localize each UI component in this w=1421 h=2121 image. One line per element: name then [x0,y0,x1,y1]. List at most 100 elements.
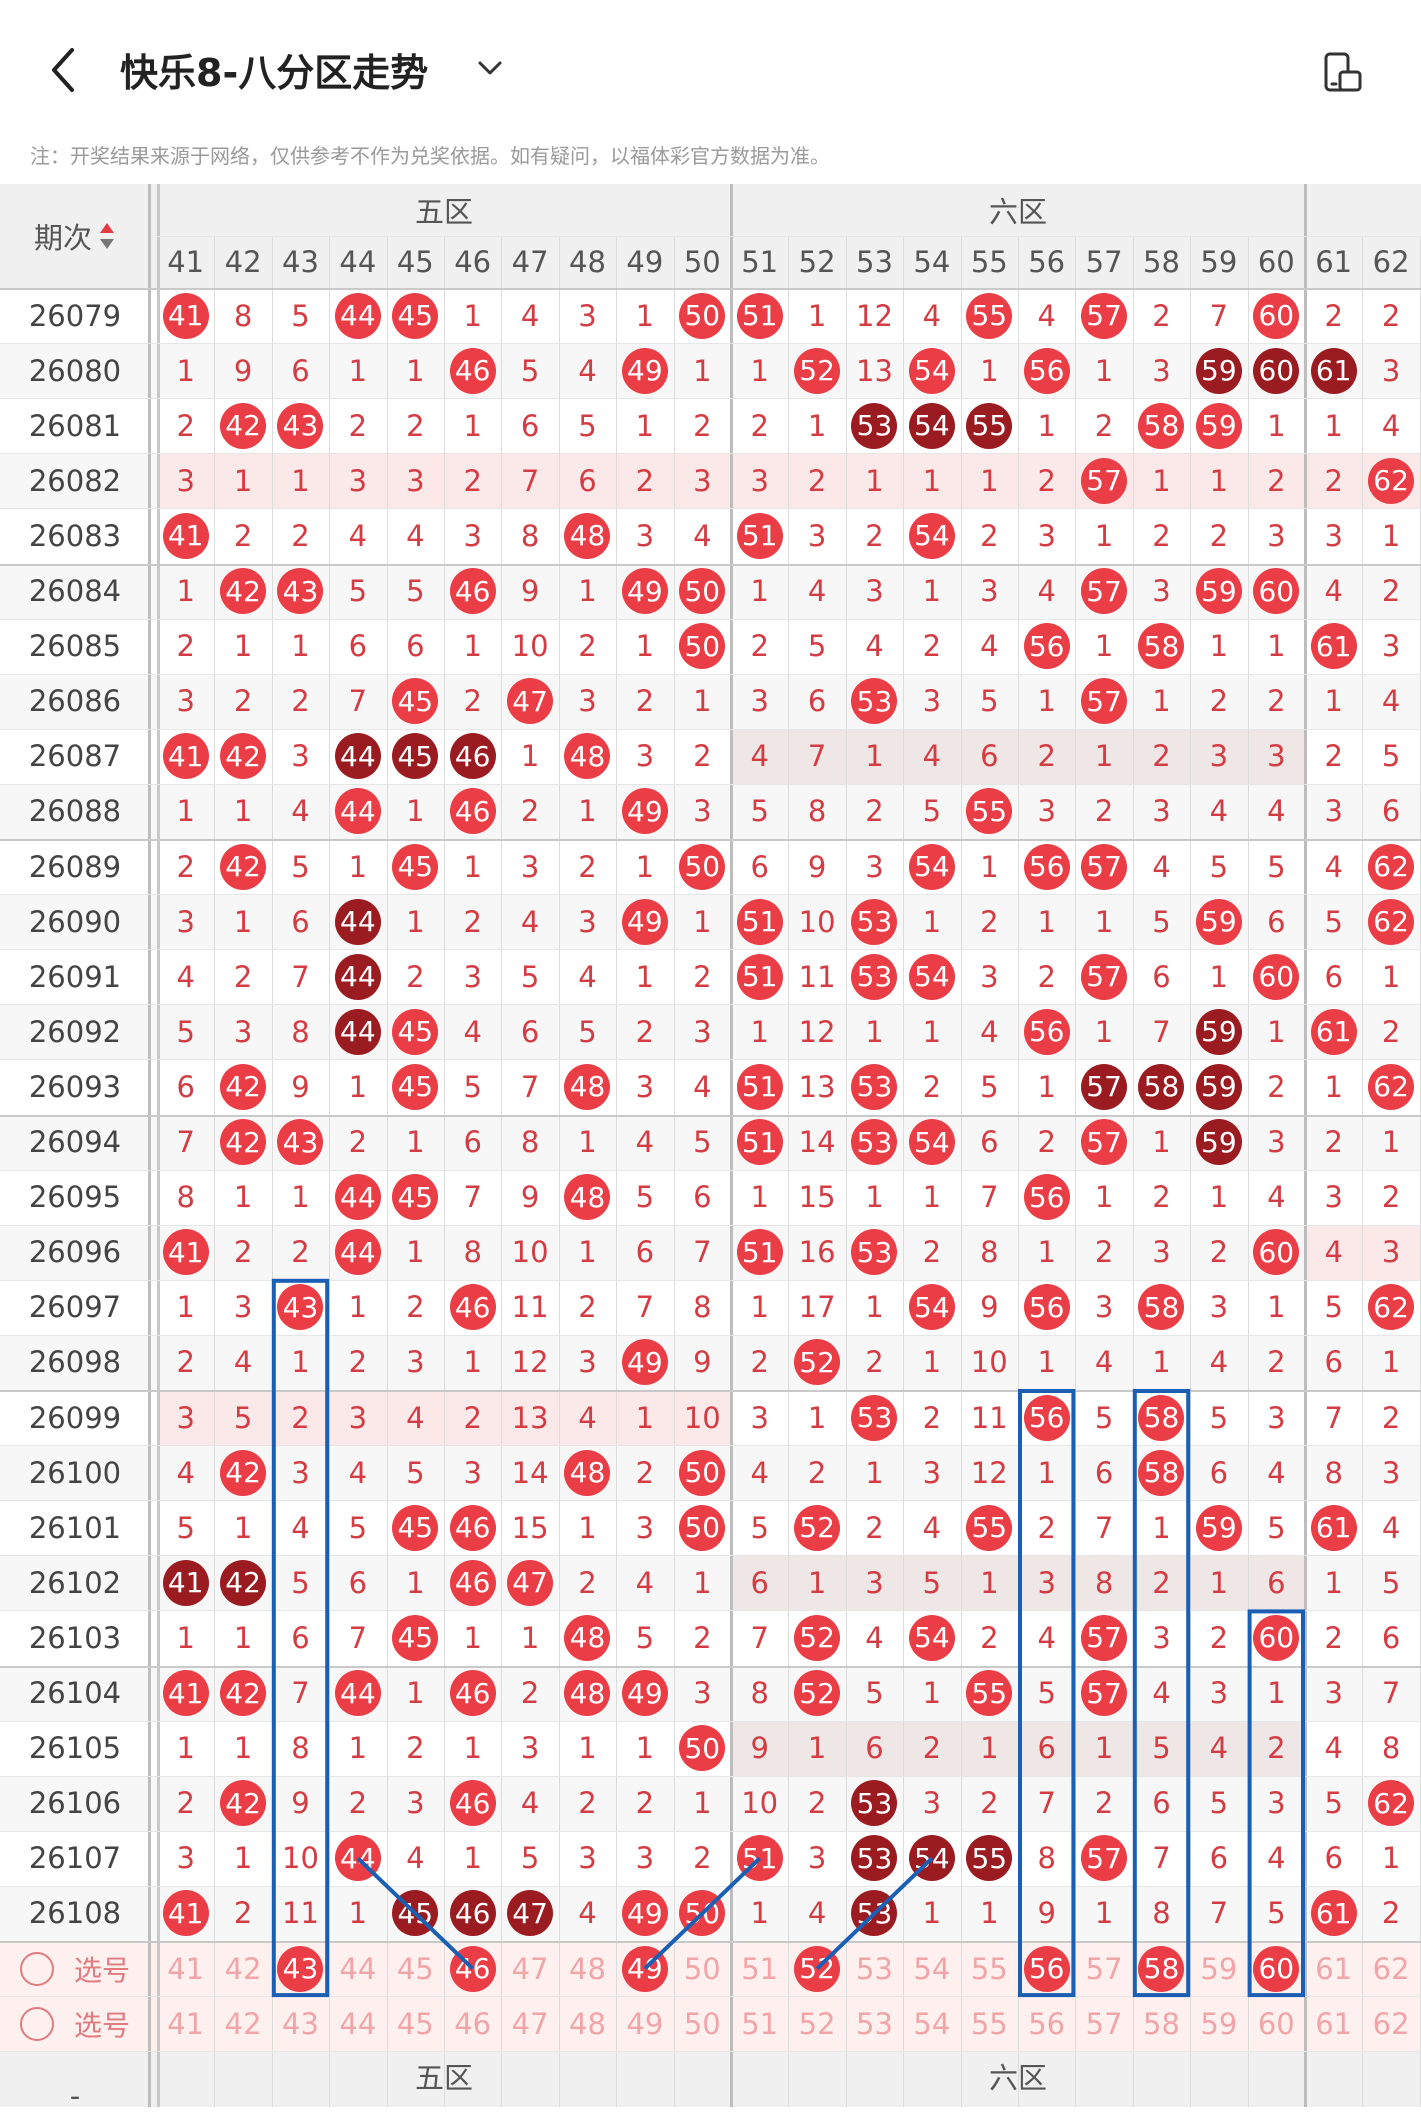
select-number[interactable]: 55 [961,1996,1018,2051]
miss-count: 1 [348,353,368,388]
selected-number-ball[interactable]: 60 [1253,1945,1300,1992]
miss-count: 1 [807,298,827,333]
select-number[interactable]: 48 [559,1996,616,2051]
miss-count: 1 [233,629,253,664]
select-number[interactable]: 54 [903,1941,960,1996]
select-number-label: 41 [167,1951,205,1986]
select-number[interactable]: 60 [1248,1941,1305,1996]
number-cell: 3 [731,453,788,508]
select-number[interactable]: 44 [329,1941,386,1996]
select-number[interactable]: 54 [903,1996,960,2051]
select-number[interactable]: 61 [1305,1941,1362,1996]
select-number[interactable]: 55 [961,1941,1018,1996]
column-divider [960,236,962,2107]
number-cell: 6 [1133,949,1190,1004]
number-cell: 14 [788,1115,845,1170]
miss-count: 2 [233,1896,253,1931]
number-cell: 1 [1075,1721,1132,1776]
select-number[interactable]: 50 [674,1941,731,1996]
select-number[interactable]: 41 [157,1996,214,2051]
select-row-toggle[interactable]: 选号 [0,1996,150,2051]
number-cell: 57 [1075,839,1132,894]
number-cell: 2 [329,398,386,453]
miss-count: 2 [520,1676,540,1711]
select-number[interactable]: 59 [1190,1941,1247,1996]
layout-toggle-button[interactable] [1318,48,1368,98]
miss-count: 3 [520,849,540,884]
select-number[interactable]: 58 [1133,1941,1190,1996]
number-cell: 5 [1248,839,1305,894]
selected-number-ball[interactable]: 49 [621,1945,668,1992]
select-number[interactable]: 62 [1362,1996,1419,2051]
title-dropdown-button[interactable] [470,48,510,88]
select-number[interactable]: 62 [1362,1941,1419,1996]
miss-count: 17 [798,1290,836,1325]
number-cell: 55 [961,1500,1018,1555]
select-number[interactable]: 41 [157,1941,214,1996]
hit-ball: 61 [1310,1504,1357,1551]
select-number[interactable]: 60 [1248,1996,1305,2051]
selected-number-ball[interactable]: 58 [1138,1945,1185,1992]
select-number[interactable]: 43 [272,1996,329,2051]
number-cell: 6 [1018,1721,1075,1776]
selected-number-ball[interactable]: 52 [794,1945,841,1992]
radio-icon[interactable] [19,2006,54,2041]
number-cell: 52 [788,1500,845,1555]
select-number[interactable]: 46 [444,1996,501,2051]
select-number[interactable]: 49 [616,1941,673,1996]
selected-number-ball[interactable]: 46 [449,1945,496,1992]
bottom-zone-header: 六区 [988,2061,1047,2096]
select-number[interactable]: 57 [1075,1941,1132,1996]
select-number-label: 41 [167,2006,205,2041]
select-number[interactable]: 42 [214,1941,271,1996]
select-number[interactable]: 43 [272,1941,329,1996]
period-sort-header[interactable]: 期次 [0,184,150,288]
select-number[interactable]: 57 [1075,1996,1132,2051]
miss-count: 4 [406,1400,425,1435]
select-number[interactable]: 52 [788,1941,845,1996]
select-number[interactable]: 59 [1190,1996,1247,2051]
select-row-toggle[interactable]: 选号 [0,1941,150,1996]
select-number[interactable]: 52 [788,1996,845,2051]
select-number[interactable]: 56 [1018,1941,1075,1996]
selected-number-ball[interactable]: 56 [1023,1945,1070,1992]
select-number[interactable]: 48 [559,1941,616,1996]
select-number[interactable]: 46 [444,1941,501,1996]
miss-count: 2 [176,1786,195,1821]
select-number[interactable]: 49 [616,1996,673,2051]
select-number[interactable]: 45 [387,1996,444,2051]
miss-count: 1 [807,1565,827,1600]
radio-icon[interactable] [19,1951,54,1986]
select-number[interactable]: 56 [1018,1996,1075,2051]
number-cell: 50 [674,564,731,619]
select-number[interactable]: 58 [1133,1996,1190,2051]
select-number[interactable]: 61 [1305,1996,1362,2051]
hit-ball: 53 [851,898,898,945]
number-cell: 5 [329,1500,386,1555]
number-cell: 1 [616,839,673,894]
select-number[interactable]: 47 [501,1941,558,1996]
number-cell: 3 [616,1059,673,1114]
number-cell: 50 [674,1886,731,1941]
select-number[interactable]: 47 [501,1996,558,2051]
select-number[interactable]: 44 [329,1996,386,2051]
select-number[interactable]: 51 [731,1996,788,2051]
miss-count: 3 [1267,1786,1286,1821]
miss-count: 2 [693,1620,712,1655]
select-number[interactable]: 42 [214,1996,271,2051]
miss-count: 5 [922,1565,942,1600]
back-button[interactable] [40,40,90,100]
select-number[interactable]: 51 [731,1941,788,1996]
number-cell: 47 [501,1886,558,1941]
select-number[interactable]: 53 [846,1996,903,2051]
select-number[interactable]: 50 [674,1996,731,2051]
number-cell: 2 [214,949,271,1004]
number-cell: 9 [674,1335,731,1390]
number-cell: 44 [329,894,386,949]
miss-count: 1 [348,1290,368,1325]
select-number[interactable]: 45 [387,1941,444,1996]
number-cell: 1 [731,1170,788,1225]
selected-number-ball[interactable]: 43 [277,1945,324,1992]
number-cell: 3 [272,1445,329,1500]
select-number[interactable]: 53 [846,1941,903,1996]
